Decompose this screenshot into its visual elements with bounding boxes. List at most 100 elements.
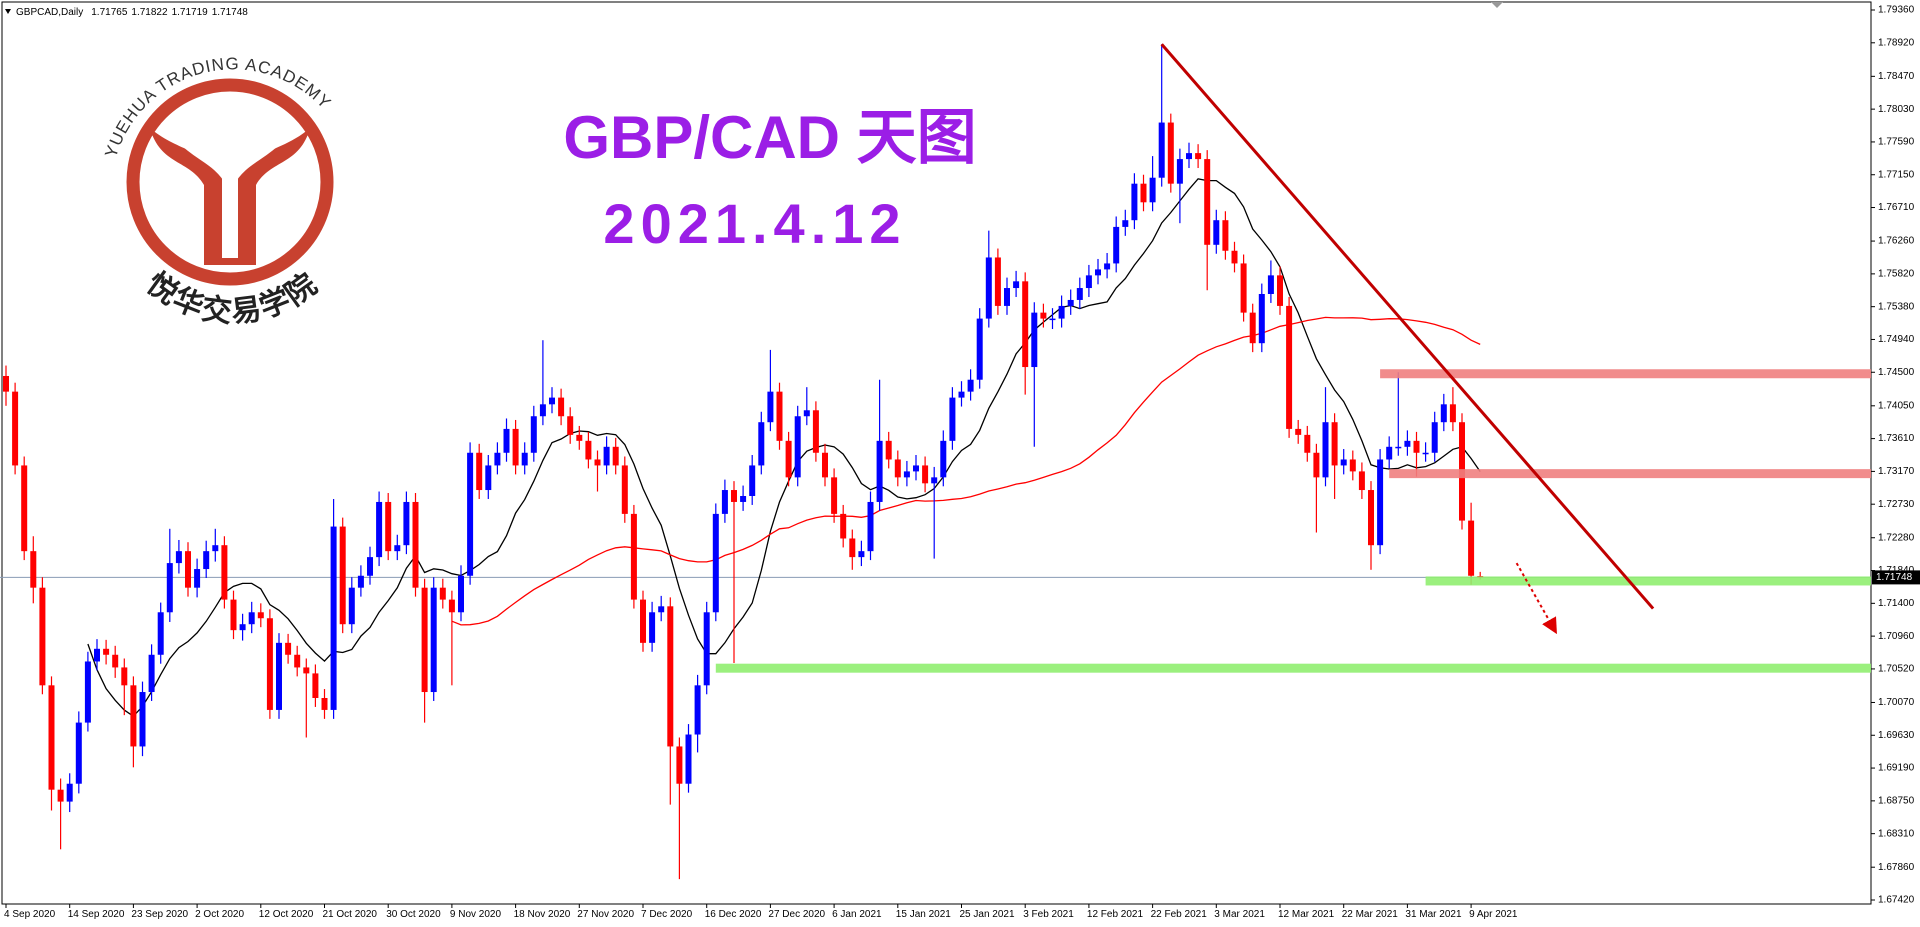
candle-body bbox=[1449, 404, 1456, 423]
y-tick-label: 1.75820 bbox=[1878, 269, 1915, 280]
candle-body bbox=[1349, 459, 1356, 472]
candle-body bbox=[1231, 250, 1238, 264]
candle-body bbox=[458, 575, 464, 613]
candle-body bbox=[894, 459, 901, 478]
moving-average bbox=[87, 178, 1481, 718]
candle-body bbox=[103, 648, 110, 655]
header: GBPCAD,Daily 1.71765 1.71822 1.71719 1.71748 bbox=[16, 7, 248, 18]
trend-arrow bbox=[1515, 562, 1557, 635]
header-open: 1.71765 bbox=[91, 7, 128, 18]
x-tick-label: 2 Oct 2020 bbox=[195, 909, 244, 920]
candle-body bbox=[712, 513, 719, 613]
candle-body bbox=[266, 618, 273, 710]
candle-body bbox=[439, 587, 446, 600]
candle-body bbox=[1013, 281, 1020, 289]
candle-body bbox=[1404, 440, 1411, 447]
header-menu-icon[interactable] bbox=[5, 9, 11, 14]
y-tick-label: 1.74500 bbox=[1878, 367, 1915, 378]
candle-body bbox=[157, 612, 164, 655]
candle-body bbox=[3, 375, 9, 392]
y-tick-label: 1.78920 bbox=[1878, 37, 1915, 48]
candle-body bbox=[130, 685, 137, 747]
candle-body bbox=[221, 545, 228, 600]
candle-body bbox=[585, 440, 592, 460]
trend-line bbox=[1160, 43, 1655, 610]
candle-body bbox=[1322, 422, 1329, 478]
candle-body bbox=[376, 501, 383, 558]
candle-body bbox=[512, 428, 519, 466]
candle-body bbox=[121, 667, 128, 686]
candle-body bbox=[940, 440, 947, 478]
y-tick-label: 1.77150 bbox=[1878, 169, 1915, 180]
y-tick-label: 1.71400 bbox=[1878, 598, 1915, 609]
candle-body bbox=[603, 446, 610, 466]
candle-body bbox=[303, 667, 310, 674]
logo-mark-cut bbox=[177, 137, 283, 191]
candle-body bbox=[658, 606, 665, 613]
candle-body bbox=[1295, 428, 1302, 435]
candle-body bbox=[285, 642, 292, 655]
candle-body bbox=[958, 391, 965, 398]
candle-body bbox=[530, 416, 537, 453]
candle-body bbox=[576, 434, 583, 441]
x-tick-label: 15 Jan 2021 bbox=[896, 909, 951, 920]
price-zone bbox=[1389, 469, 1871, 479]
candle-body bbox=[1040, 312, 1047, 319]
candle-body bbox=[476, 452, 483, 491]
plot-frame bbox=[1, 1, 1872, 905]
candle-body bbox=[1149, 177, 1156, 203]
candle-body bbox=[430, 587, 437, 693]
x-tick-label: 3 Feb 2021 bbox=[1023, 909, 1074, 920]
candle-body bbox=[1158, 122, 1165, 178]
x-tick-label: 27 Nov 2020 bbox=[577, 909, 634, 920]
candle-body bbox=[767, 391, 774, 423]
candle-body bbox=[785, 440, 792, 478]
candle-body bbox=[1085, 275, 1092, 289]
header-low: 1.71719 bbox=[172, 7, 209, 18]
candle-body bbox=[1277, 275, 1283, 306]
x-tick-label: 30 Oct 2020 bbox=[386, 909, 441, 920]
candle-body bbox=[175, 551, 182, 564]
candle-body bbox=[1022, 281, 1029, 368]
y-tick-label: 1.78030 bbox=[1878, 104, 1915, 115]
candle-body bbox=[148, 654, 155, 693]
header-close: 1.71748 bbox=[212, 7, 249, 18]
candle-body bbox=[1113, 226, 1120, 264]
candle-body bbox=[1240, 263, 1247, 313]
candle-body bbox=[521, 452, 528, 466]
candle-body bbox=[84, 661, 91, 723]
candle-body bbox=[740, 495, 747, 502]
candle-body bbox=[1076, 288, 1083, 300]
candle-body bbox=[1440, 404, 1447, 423]
candle-body bbox=[867, 501, 874, 552]
logo-ring bbox=[126, 78, 334, 286]
candle-body bbox=[621, 465, 628, 514]
candle-body bbox=[649, 612, 656, 643]
candle-body bbox=[1286, 305, 1293, 429]
candle-body bbox=[321, 697, 328, 710]
x-tick-label: 23 Sep 2020 bbox=[131, 909, 188, 920]
candle-body bbox=[1213, 220, 1220, 245]
candle-body bbox=[1222, 220, 1229, 251]
candle-body bbox=[1304, 434, 1311, 453]
candle-body bbox=[831, 477, 838, 514]
candle-body bbox=[1386, 446, 1393, 460]
candle-body bbox=[257, 612, 264, 619]
candle-body bbox=[357, 575, 364, 588]
y-tick-label: 1.67860 bbox=[1878, 862, 1915, 873]
candle-body bbox=[840, 513, 847, 539]
candle-body bbox=[1049, 318, 1056, 321]
header-high: 1.71822 bbox=[131, 7, 168, 18]
candle-body bbox=[39, 587, 46, 686]
x-tick-label: 12 Mar 2021 bbox=[1278, 909, 1335, 920]
candle-body bbox=[612, 446, 619, 466]
candle-body bbox=[849, 538, 856, 558]
y-tick-label: 1.74050 bbox=[1878, 400, 1915, 411]
y-tick-label: 1.73170 bbox=[1878, 466, 1915, 477]
logo-mark bbox=[150, 128, 310, 265]
candle-body bbox=[640, 599, 646, 643]
price-zone bbox=[1380, 369, 1871, 379]
y-tick-label: 1.73610 bbox=[1878, 433, 1915, 444]
y-tick-label: 1.72280 bbox=[1878, 532, 1915, 543]
y-tick-label: 1.76260 bbox=[1878, 236, 1915, 247]
